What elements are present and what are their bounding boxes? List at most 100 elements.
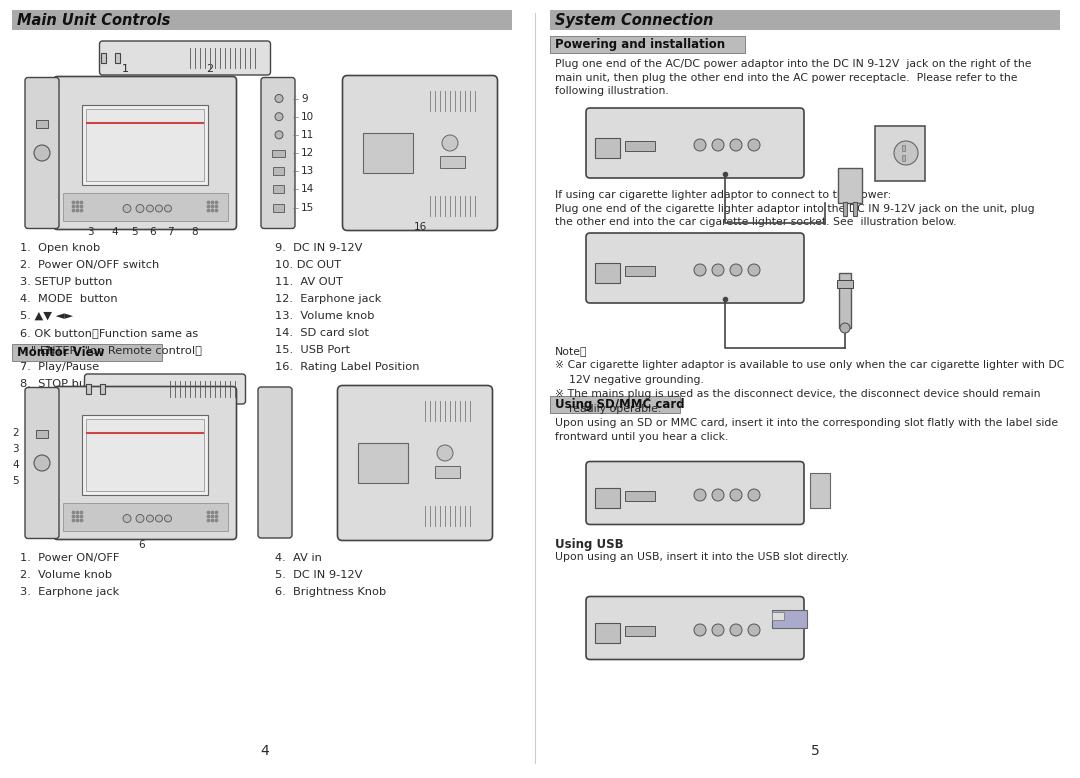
Text: 16.  Rating Label Position: 16. Rating Label Position bbox=[275, 362, 419, 372]
Text: 2.  Volume knob: 2. Volume knob bbox=[21, 570, 112, 580]
Text: Upon using an SD or MMC card, insert it into the corresponding slot flatly with : Upon using an SD or MMC card, insert it … bbox=[555, 418, 1058, 442]
Text: 1.  Open knob: 1. Open knob bbox=[21, 243, 100, 253]
Text: 14: 14 bbox=[301, 184, 314, 194]
Circle shape bbox=[275, 131, 283, 138]
Text: 11.  AV OUT: 11. AV OUT bbox=[275, 277, 342, 287]
Bar bbox=[12, 344, 162, 361]
FancyBboxPatch shape bbox=[258, 387, 292, 538]
Text: 5. ▲▼ ◄►: 5. ▲▼ ◄► bbox=[21, 311, 73, 321]
Bar bbox=[550, 36, 745, 53]
Circle shape bbox=[77, 205, 79, 208]
Bar bbox=[550, 10, 1059, 30]
Bar bbox=[839, 273, 851, 328]
Bar bbox=[36, 430, 48, 438]
Circle shape bbox=[894, 141, 918, 165]
Bar bbox=[86, 109, 204, 180]
Text: 6: 6 bbox=[138, 540, 146, 550]
Circle shape bbox=[212, 205, 214, 208]
Circle shape bbox=[712, 139, 724, 151]
Text: 6: 6 bbox=[150, 227, 157, 237]
Text: If using car cigarette lighter adaptor to connect to the power:
Plug one end of : If using car cigarette lighter adaptor t… bbox=[555, 190, 1035, 227]
Bar bbox=[625, 491, 654, 501]
Circle shape bbox=[275, 94, 283, 103]
Circle shape bbox=[72, 205, 75, 208]
FancyBboxPatch shape bbox=[586, 233, 804, 303]
Bar bbox=[843, 202, 847, 216]
Circle shape bbox=[207, 519, 210, 522]
Circle shape bbox=[33, 455, 50, 471]
Circle shape bbox=[212, 519, 214, 522]
Text: 8: 8 bbox=[191, 227, 199, 237]
Circle shape bbox=[215, 205, 218, 208]
Circle shape bbox=[730, 139, 742, 151]
Text: 12.  Earphone jack: 12. Earphone jack bbox=[275, 294, 381, 304]
Text: 5: 5 bbox=[811, 744, 820, 758]
Circle shape bbox=[207, 209, 210, 212]
Circle shape bbox=[694, 264, 706, 276]
Circle shape bbox=[840, 323, 850, 333]
Text: Using SD/MMC card: Using SD/MMC card bbox=[555, 398, 685, 411]
Circle shape bbox=[156, 205, 162, 212]
Circle shape bbox=[72, 202, 75, 204]
FancyBboxPatch shape bbox=[99, 41, 270, 75]
Bar bbox=[100, 53, 106, 63]
Circle shape bbox=[80, 209, 83, 212]
Text: 15: 15 bbox=[301, 202, 314, 212]
Circle shape bbox=[215, 209, 218, 212]
Circle shape bbox=[215, 515, 218, 517]
Circle shape bbox=[207, 515, 210, 517]
Bar bbox=[440, 156, 465, 168]
Circle shape bbox=[123, 514, 131, 523]
Circle shape bbox=[77, 511, 79, 513]
Circle shape bbox=[136, 514, 144, 523]
Text: 4.  AV in: 4. AV in bbox=[275, 553, 322, 563]
Circle shape bbox=[212, 202, 214, 204]
Bar bbox=[902, 145, 905, 151]
Text: 8.  STOP button: 8. STOP button bbox=[21, 379, 109, 389]
Circle shape bbox=[72, 519, 75, 522]
Circle shape bbox=[33, 145, 50, 161]
Circle shape bbox=[80, 511, 83, 513]
Text: 9.  DC IN 9-12V: 9. DC IN 9-12V bbox=[275, 243, 363, 253]
Bar bbox=[435, 466, 460, 478]
Text: 16: 16 bbox=[414, 222, 427, 232]
Circle shape bbox=[207, 202, 210, 204]
Text: Note：
※ Car cigarette lighter adaptor is available to use only when the car ciga: Note： ※ Car cigarette lighter adaptor is… bbox=[555, 346, 1065, 414]
Bar bbox=[595, 138, 620, 158]
Bar bbox=[357, 443, 407, 483]
Circle shape bbox=[212, 209, 214, 212]
Bar bbox=[86, 419, 204, 491]
Circle shape bbox=[712, 264, 724, 276]
Circle shape bbox=[80, 205, 83, 208]
Circle shape bbox=[748, 624, 760, 636]
FancyBboxPatch shape bbox=[25, 78, 59, 229]
Text: 15.  USB Port: 15. USB Port bbox=[275, 345, 350, 355]
Text: Monitor View: Monitor View bbox=[17, 346, 105, 359]
Bar bbox=[272, 149, 285, 156]
Bar bbox=[595, 263, 620, 283]
FancyBboxPatch shape bbox=[54, 76, 237, 230]
Circle shape bbox=[77, 515, 79, 517]
Circle shape bbox=[147, 515, 153, 522]
Text: 3. SETUP button: 3. SETUP button bbox=[21, 277, 112, 287]
Circle shape bbox=[123, 205, 131, 212]
Text: Plug one end of the AC/DC power adaptor into the DC IN 9-12V  jack on the right : Plug one end of the AC/DC power adaptor … bbox=[555, 59, 1031, 96]
Circle shape bbox=[72, 209, 75, 212]
Text: 3.  Earphone jack: 3. Earphone jack bbox=[21, 587, 119, 597]
Bar bbox=[114, 53, 120, 63]
Circle shape bbox=[730, 489, 742, 501]
Text: 7.  Play/Pause: 7. Play/Pause bbox=[21, 362, 99, 372]
Text: 12: 12 bbox=[301, 148, 314, 158]
Text: 13: 13 bbox=[301, 166, 314, 176]
Text: 3: 3 bbox=[12, 444, 18, 454]
FancyBboxPatch shape bbox=[261, 78, 295, 229]
Circle shape bbox=[207, 511, 210, 513]
Bar bbox=[82, 105, 208, 185]
Bar bbox=[837, 280, 853, 288]
Circle shape bbox=[215, 202, 218, 204]
Circle shape bbox=[437, 445, 453, 461]
Text: 1: 1 bbox=[124, 395, 131, 405]
Bar bbox=[902, 155, 905, 161]
FancyBboxPatch shape bbox=[586, 108, 804, 178]
Text: 5: 5 bbox=[12, 476, 18, 486]
